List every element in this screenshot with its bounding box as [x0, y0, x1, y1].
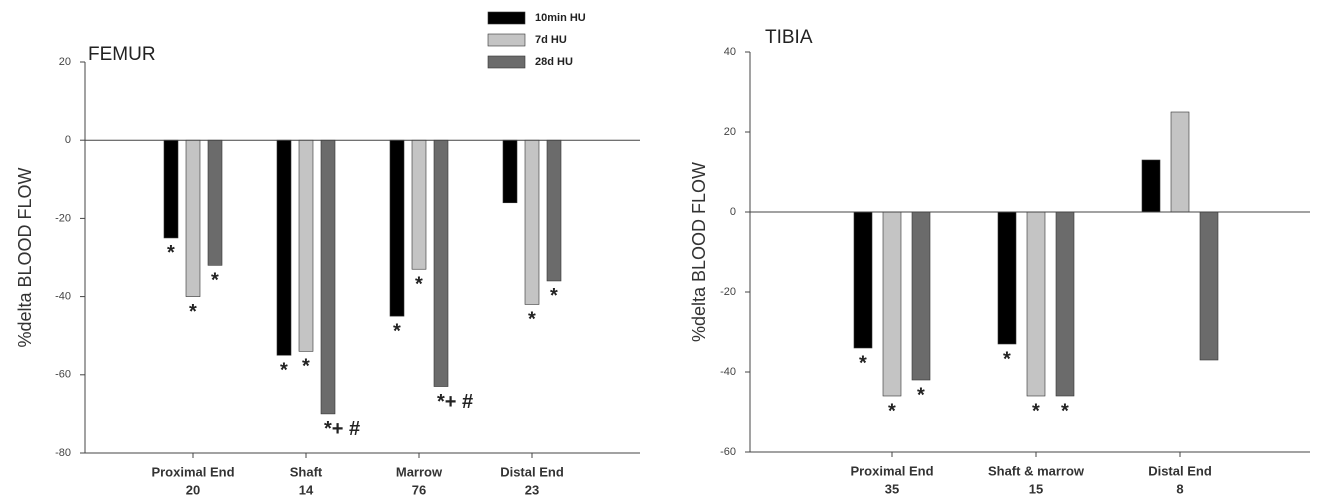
- bar: [911, 211, 931, 381]
- bar: [298, 139, 314, 352]
- significance-marker: *: [917, 384, 925, 406]
- significance-marker: *: [415, 274, 423, 296]
- significance-marker: *: [167, 242, 175, 264]
- significance-marker: *+ #: [437, 391, 473, 413]
- bar: [546, 139, 562, 282]
- bar: [276, 139, 292, 356]
- bar: [853, 211, 873, 349]
- sample-size: 14: [299, 482, 314, 497]
- significance-marker: *: [528, 309, 536, 331]
- bar: [1199, 211, 1219, 361]
- y-tick-label: -60: [55, 369, 71, 381]
- significance-marker: *+ #: [324, 418, 360, 440]
- x-tick-label: Shaft & marrow: [988, 463, 1085, 478]
- x-tick-label: Proximal End: [151, 464, 234, 479]
- legend-label: 10min HU: [535, 12, 586, 24]
- chart-title: TIBIA: [765, 27, 813, 48]
- bar: [185, 139, 201, 297]
- significance-marker: *: [1061, 400, 1069, 422]
- bar: [320, 139, 336, 415]
- y-tick-label: -20: [720, 286, 736, 298]
- y-tick-label: 20: [59, 56, 71, 68]
- significance-marker: *: [550, 285, 558, 307]
- significance-marker: *: [302, 356, 310, 378]
- significance-marker: *: [859, 352, 867, 374]
- y-tick-label: 0: [730, 206, 736, 218]
- y-tick-label: 40: [724, 46, 736, 58]
- sample-size: 76: [412, 482, 426, 497]
- sample-size: 15: [1029, 481, 1043, 496]
- sample-size: 20: [186, 482, 200, 497]
- bar: [163, 139, 179, 239]
- significance-marker: *: [1032, 400, 1040, 422]
- y-tick-label: -20: [55, 212, 71, 224]
- legend-swatch: [487, 33, 526, 47]
- y-tick-label: -60: [720, 446, 736, 458]
- significance-marker: *: [393, 320, 401, 342]
- legend-swatch: [487, 11, 526, 25]
- significance-marker: *: [211, 270, 219, 292]
- sample-size: 35: [885, 481, 899, 496]
- bar: [207, 139, 223, 266]
- significance-marker: *: [888, 400, 896, 422]
- y-axis-label: %delta BLOOD FLOW: [15, 167, 35, 347]
- x-tick-label: Distal End: [500, 464, 564, 479]
- x-tick-label: Shaft: [290, 464, 323, 479]
- y-tick-label: -40: [720, 366, 736, 378]
- y-tick-label: -40: [55, 291, 71, 303]
- legend-label: 28d HU: [535, 56, 573, 68]
- bar: [1141, 159, 1161, 213]
- significance-marker: *: [1003, 348, 1011, 370]
- bar: [433, 139, 449, 387]
- legend-swatch: [487, 55, 526, 69]
- sample-size: 23: [525, 482, 539, 497]
- x-tick-label: Distal End: [1148, 463, 1212, 478]
- y-tick-label: -80: [55, 447, 71, 459]
- bar: [411, 139, 427, 270]
- bar: [389, 139, 405, 317]
- legend-label: 7d HU: [535, 34, 567, 46]
- significance-marker: *: [280, 360, 288, 382]
- bar: [1055, 211, 1075, 397]
- chart-title: FEMUR: [88, 44, 156, 65]
- x-tick-label: Proximal End: [850, 463, 933, 478]
- y-tick-label: 0: [65, 134, 71, 146]
- bar: [502, 139, 518, 204]
- bar: [1026, 211, 1046, 397]
- sample-size: 8: [1176, 481, 1183, 496]
- significance-marker: *: [189, 301, 197, 323]
- y-axis-label: %delta BLOOD FLOW: [689, 162, 709, 342]
- bar: [997, 211, 1017, 345]
- x-tick-label: Marrow: [396, 464, 443, 479]
- bar: [1170, 111, 1190, 213]
- bar: [882, 211, 902, 397]
- bar: [524, 139, 540, 305]
- y-tick-label: 20: [724, 126, 736, 138]
